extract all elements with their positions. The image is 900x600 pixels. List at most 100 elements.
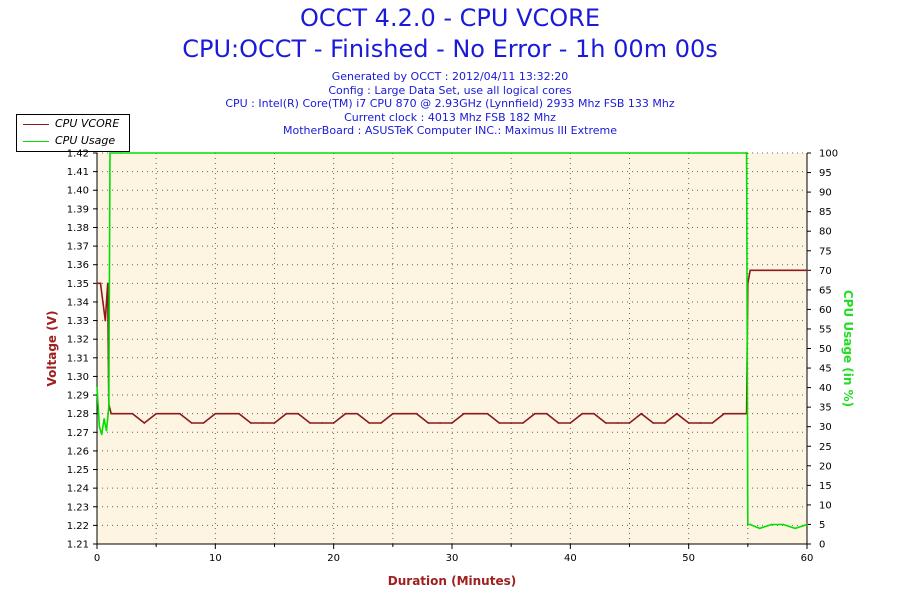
y-tick-label: 1.32	[67, 335, 89, 346]
vcore-point	[735, 412, 737, 415]
y2-tick-label: 65	[819, 285, 832, 296]
vcore-point	[616, 422, 619, 424]
chart-title: OCCT 4.2.0 - CPU VCORE	[299, 4, 600, 32]
cpu-usage-point	[782, 523, 785, 526]
vcore-point	[415, 412, 418, 415]
y-tick-label: 1.41	[67, 167, 89, 178]
vcore-point	[498, 422, 501, 424]
vcore-point	[605, 422, 607, 424]
vcore-point	[250, 422, 252, 424]
x-tick-label: 30	[446, 553, 459, 564]
cpu-usage-point	[806, 523, 808, 526]
vcore-point	[131, 412, 134, 415]
cpu-usage-point	[100, 433, 103, 436]
y2-tick-label: 25	[819, 442, 832, 453]
legend-item-vcore: CPU VCORE	[17, 116, 129, 132]
cpu-usage-point	[569, 152, 572, 154]
y-tick-label: 1.22	[67, 521, 89, 532]
y2-tick-label: 15	[819, 481, 832, 492]
vcore-point	[628, 422, 631, 424]
cpu-usage-point	[119, 152, 122, 154]
vcore-point	[782, 269, 785, 272]
y2-tick-label: 10	[819, 500, 832, 511]
vcore-point	[155, 412, 157, 415]
y2-tick-label: 5	[819, 520, 825, 531]
vcore-point	[238, 412, 240, 415]
cpu-usage-point	[98, 425, 101, 428]
cpu-usage-point	[744, 152, 747, 154]
cpu-usage-point	[758, 527, 761, 530]
vcore-point	[143, 422, 146, 424]
vcore-point	[214, 412, 217, 415]
vcore-point	[474, 412, 477, 415]
vcore-point	[770, 269, 773, 272]
y2-tick-label: 45	[819, 364, 832, 375]
y-tick-label: 1.26	[67, 446, 89, 457]
vcore-point	[569, 422, 572, 424]
vcore-point	[179, 412, 181, 415]
cpu-usage-point	[794, 527, 796, 530]
cpu-usage-point	[451, 152, 453, 154]
vcore-point	[344, 412, 347, 415]
vcore-point	[711, 422, 714, 424]
vcore-point	[119, 412, 122, 415]
vcore-point	[273, 422, 276, 424]
y2-tick-label: 100	[819, 149, 838, 160]
info-config: Config : Large Data Set, use all logical…	[328, 83, 572, 97]
vcore-point	[687, 422, 690, 424]
vcore-point	[723, 412, 725, 415]
y-tick-label: 1.31	[67, 353, 89, 364]
y-axis-label: Voltage (V)	[45, 311, 59, 387]
vcore-point	[392, 412, 394, 415]
cpu-usage-point	[770, 523, 773, 526]
vcore-point	[806, 269, 808, 272]
vcore-point	[96, 282, 98, 285]
x-tick-label: 50	[682, 553, 695, 564]
chart-info: Generated by OCCT : 2012/04/11 13:32:20 …	[0, 70, 900, 138]
legend-item-usage: CPU Usage	[17, 133, 129, 149]
info-cpu: CPU : Intel(R) Core(TM) i7 CPU 870 @ 2.9…	[225, 97, 675, 110]
chart-subtitle: CPU:OCCT - Finished - No Error - 1h 00m …	[182, 35, 718, 63]
vcore-point	[463, 412, 465, 415]
vcore-point	[534, 412, 536, 415]
y-tick-label: 1.29	[67, 391, 89, 402]
vcore-point	[593, 412, 595, 415]
y2-tick-label: 20	[819, 461, 832, 472]
vcore-point	[699, 422, 702, 424]
y-tick-label: 1.24	[67, 484, 89, 495]
y2-tick-label: 50	[819, 344, 832, 355]
vcore-point	[226, 412, 228, 415]
legend-label-vcore: CPU VCORE	[55, 117, 120, 130]
x-tick-label: 40	[564, 553, 577, 564]
x-axis-label: Duration (Minutes)	[388, 574, 516, 588]
y2-tick-label: 40	[819, 383, 832, 394]
y-tick-label: 1.37	[67, 242, 89, 253]
y2-tick-label: 95	[819, 168, 832, 179]
vcore-point	[190, 422, 193, 424]
y-tick-label: 1.23	[67, 502, 89, 513]
cpu-usage-point	[687, 152, 690, 154]
vcore-point	[110, 412, 112, 415]
series-vcore-line	[97, 269, 807, 425]
vcore-point	[581, 412, 583, 415]
cpu-usage-point	[745, 152, 748, 154]
vcore-point	[309, 422, 311, 424]
y-tick-label: 1.25	[67, 465, 89, 476]
y-tick-label: 1.36	[67, 260, 89, 271]
vcore-point	[557, 422, 560, 424]
vcore-point	[104, 319, 107, 322]
cpu-usage-point	[96, 386, 98, 389]
vcore-point	[102, 301, 104, 303]
cpu-usage-point	[332, 152, 335, 154]
y-tick-label: 1.38	[67, 223, 89, 234]
vcore-point	[794, 269, 796, 272]
x-tick-label: 60	[801, 553, 814, 564]
info-generated: Generated by OCCT : 2012/04/11 13:32:20	[331, 70, 569, 83]
legend-swatch-usage	[23, 141, 49, 142]
y2-tick-label: 85	[819, 207, 832, 218]
y-tick-label: 1.35	[67, 279, 89, 290]
y-tick-label: 1.40	[67, 186, 89, 197]
legend-swatch-vcore	[23, 124, 49, 125]
cpu-usage-point	[749, 523, 751, 526]
